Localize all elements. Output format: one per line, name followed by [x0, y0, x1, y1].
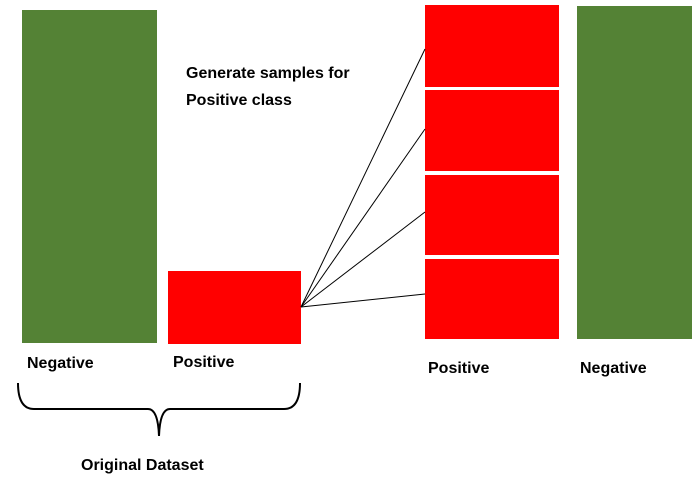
resampled-negative-label: Negative: [580, 360, 647, 377]
original-negative-block: [22, 10, 157, 343]
original-negative-label: Negative: [27, 355, 94, 372]
generated-positive-block-3: [425, 175, 559, 255]
annotation-line-1: Generate samples for: [186, 65, 350, 82]
connector-line-4: [300, 293, 426, 308]
original-dataset-brace: [17, 382, 301, 437]
connector-line-1: [300, 48, 426, 308]
resampled-negative-block: [577, 6, 692, 339]
original-positive-label: Positive: [173, 354, 235, 371]
generated-positive-block-4: [425, 259, 559, 339]
resampled-positive-label: Positive: [428, 360, 490, 377]
connector-line-3: [300, 211, 426, 308]
original-positive-block: [168, 271, 301, 344]
connector-line-2: [300, 128, 426, 308]
generated-positive-block-2: [425, 90, 559, 171]
generated-positive-block-1: [425, 5, 559, 87]
original-dataset-label: Original Dataset: [81, 457, 204, 474]
annotation-line-2: Positive class: [186, 92, 292, 109]
